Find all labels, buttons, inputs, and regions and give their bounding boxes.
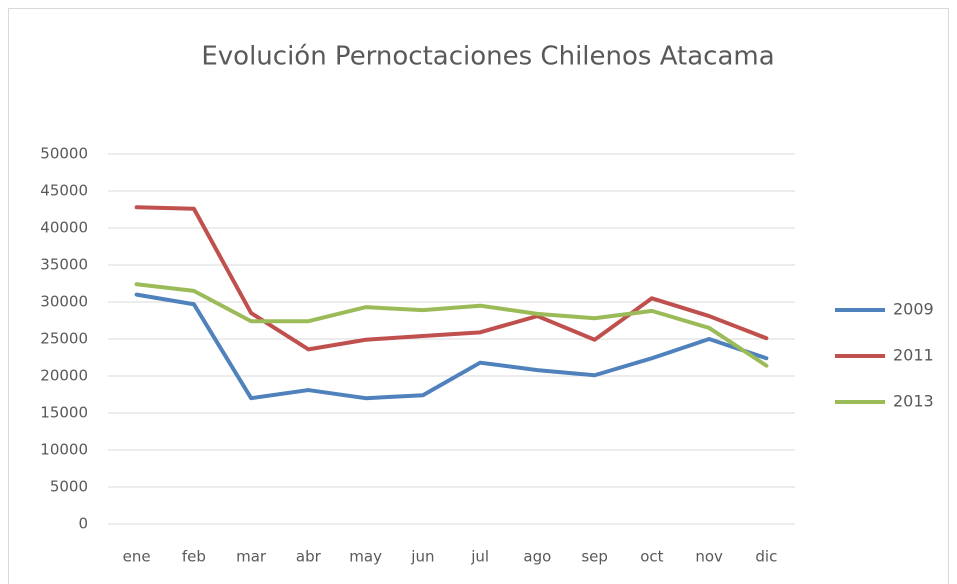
x-tick-label: ene — [123, 548, 151, 566]
chart-title: Evolución Pernoctaciones Chilenos Atacam… — [201, 42, 774, 72]
y-tick-label: 40000 — [40, 219, 88, 237]
x-tick-label: ago — [523, 548, 551, 566]
x-tick-label: feb — [182, 548, 206, 566]
y-tick-label: 35000 — [40, 256, 88, 274]
y-tick-label: 30000 — [40, 293, 88, 311]
x-tick-label: abr — [296, 548, 322, 566]
x-tick-label: mar — [236, 548, 267, 566]
series-line — [134, 282, 769, 368]
y-tick-label: 10000 — [40, 441, 88, 459]
y-tick-label: 20000 — [40, 367, 88, 385]
y-tick-label: 0 — [78, 515, 88, 533]
x-tick-label: oct — [640, 548, 663, 566]
y-tick-label: 45000 — [40, 182, 88, 200]
y-tick-label: 25000 — [40, 330, 88, 348]
y-tick-label: 5000 — [50, 478, 88, 496]
chart-frame — [8, 8, 949, 584]
x-tick-label: dic — [755, 548, 777, 566]
x-tick-label: jun — [410, 548, 434, 566]
legend-label: 2013 — [893, 392, 934, 411]
y-tick-label: 50000 — [40, 145, 88, 163]
x-tick-label: may — [349, 548, 382, 566]
legend-label: 2011 — [893, 346, 934, 365]
legend-label: 2009 — [893, 300, 934, 319]
x-tick-label: sep — [581, 548, 608, 566]
series-line — [134, 205, 769, 352]
x-tick-label: jul — [470, 548, 489, 566]
x-tick-label: nov — [695, 548, 723, 566]
series-line — [134, 292, 769, 401]
y-tick-label: 15000 — [40, 404, 88, 422]
